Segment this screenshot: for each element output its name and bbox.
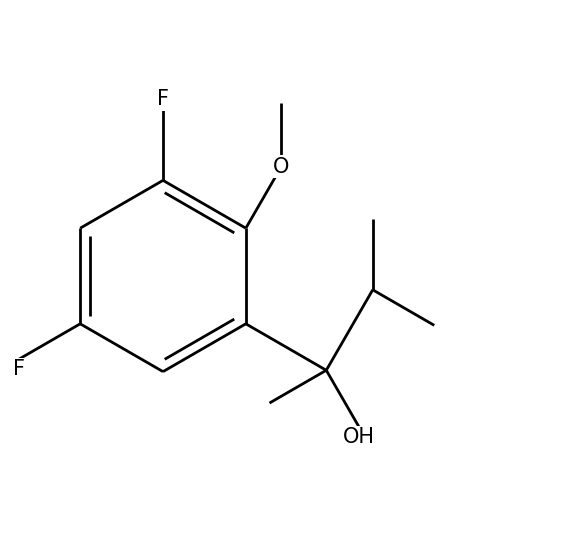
Text: F: F xyxy=(13,359,25,379)
Text: O: O xyxy=(273,157,289,177)
Text: OH: OH xyxy=(343,427,375,447)
Text: F: F xyxy=(157,89,169,109)
